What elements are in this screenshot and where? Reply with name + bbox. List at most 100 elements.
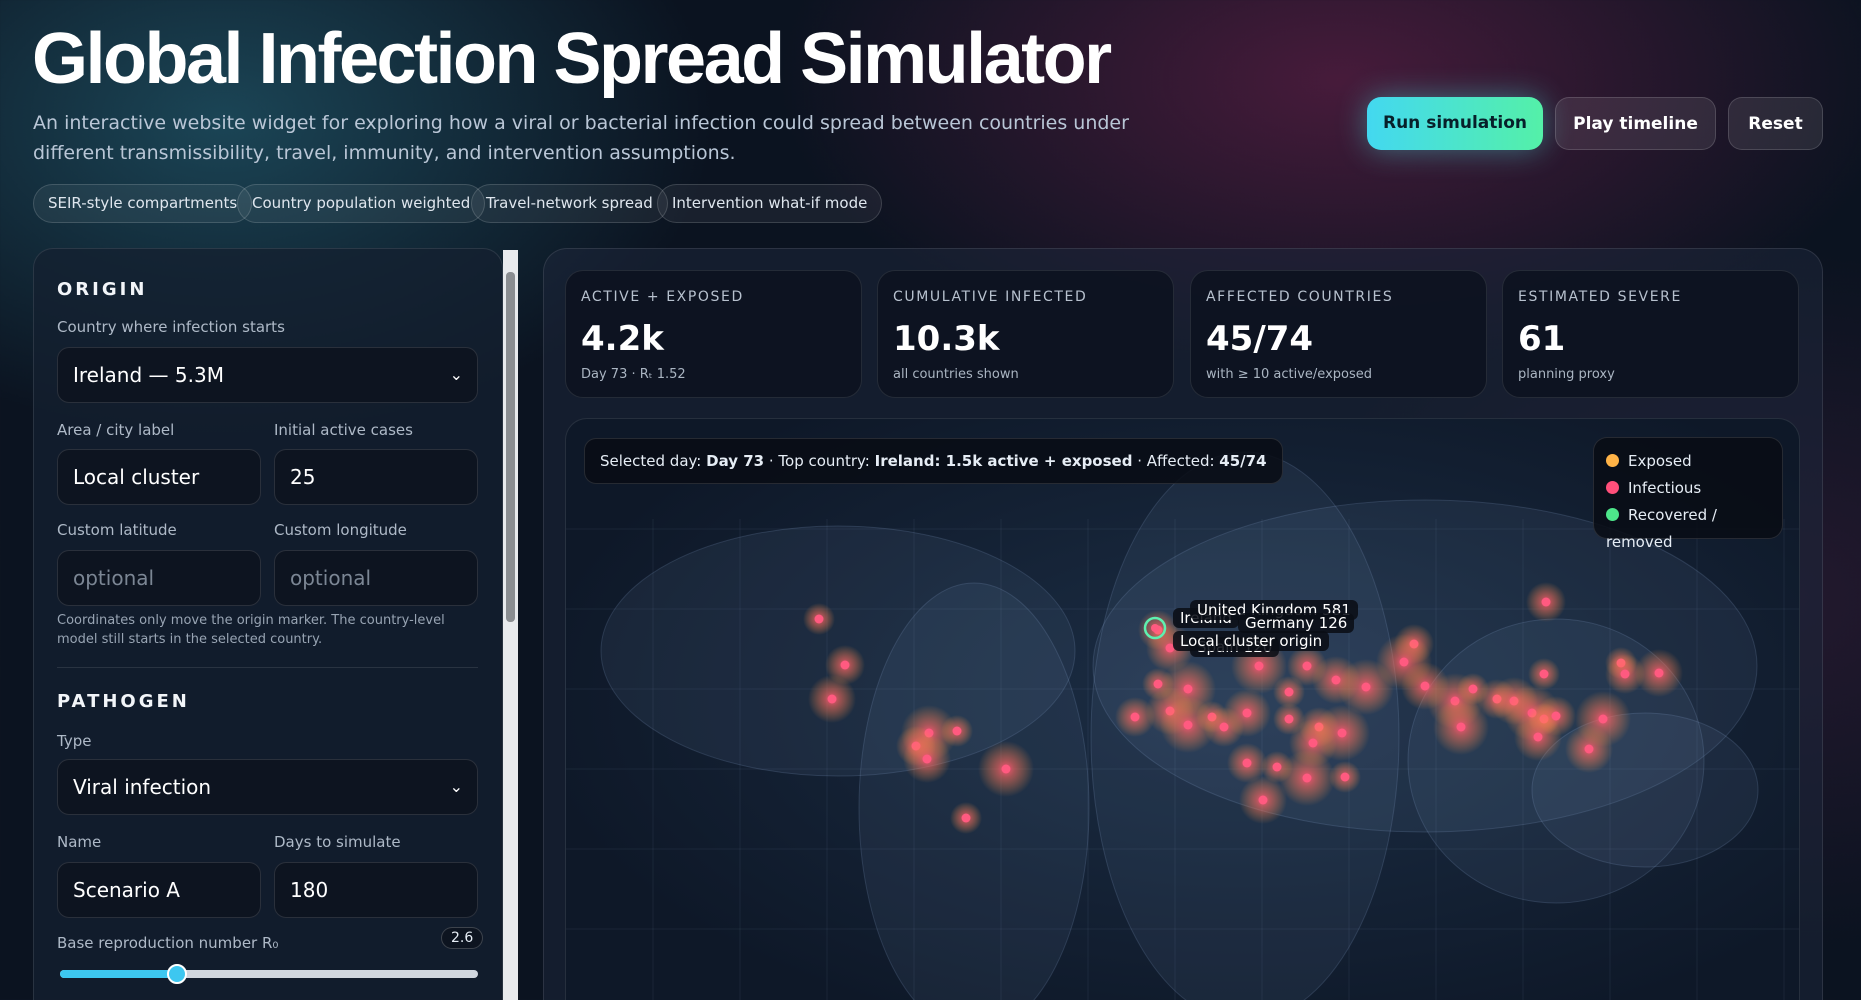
hint: Coordinates only move the origin marker.… <box>57 613 445 647</box>
slider-thumb[interactable] <box>167 964 187 984</box>
legend-label: Infectious <box>1628 479 1702 497</box>
hotspot <box>952 726 962 736</box>
stat-note: planning proxy <box>1518 367 1615 382</box>
slider-fill <box>60 970 178 978</box>
hotspot <box>961 813 971 823</box>
stat-note: with ≥ 10 active/exposed <box>1206 367 1372 382</box>
latitude-input[interactable]: optional <box>57 550 261 606</box>
hotspot <box>1272 762 1282 772</box>
status-affected: 45/74 <box>1219 452 1267 470</box>
reset-button[interactable]: Reset <box>1728 97 1823 150</box>
stat-label: ACTIVE + EXPOSED <box>581 289 744 305</box>
stat-value: 10.3k <box>893 319 1000 359</box>
hotspot <box>1541 597 1551 607</box>
legend: Exposed Infectious Recovered / removed <box>1593 437 1783 551</box>
subtitle: An interactive website widget for explor… <box>33 112 1129 164</box>
days-input[interactable]: 180 <box>274 862 478 918</box>
status-country: Ireland: 1.5k active + exposed <box>874 452 1133 470</box>
hotspot <box>1654 668 1664 678</box>
stat-value: 61 <box>1518 319 1566 359</box>
hotspot <box>1584 744 1594 754</box>
stat-card: CUMULATIVE INFECTED 10.3k all countries sh… <box>877 270 1174 398</box>
chevron: ⌄ <box>449 365 463 384</box>
page-title: Global Infection Spread Simulator <box>32 19 1112 99</box>
status-bar: Selected day: Day 73 · Top country: Irel… <box>584 438 1283 484</box>
stat-note: Day 73 · Rₜ 1.52 <box>581 367 686 382</box>
legend-swatch <box>1606 508 1619 521</box>
map-canvas <box>566 451 1799 1000</box>
field-label: Custom latitude <box>57 521 177 539</box>
legend-label: Exposed <box>1628 452 1692 470</box>
stat-card: ACTIVE + EXPOSED 4.2k Day 73 · Rₜ 1.52 <box>565 270 862 398</box>
hotspot <box>1254 661 1264 671</box>
stat-value: 4.2k <box>581 319 664 359</box>
field-label: Country where infection starts <box>57 318 285 336</box>
hotspot <box>1539 669 1549 679</box>
status-text: Selected day: <box>600 452 707 470</box>
field-label: Custom longitude <box>274 521 407 539</box>
origin-dot <box>1151 624 1159 632</box>
hotspot <box>1302 773 1312 783</box>
hotspot <box>1598 714 1608 724</box>
hotspot <box>1337 728 1347 738</box>
tag: Intervention what-if mode <box>657 184 883 223</box>
region <box>858 582 1090 1000</box>
hotspot <box>1258 795 1268 805</box>
hotspot <box>840 660 850 670</box>
stat-card: ESTIMATED SEVERE 61 planning proxy <box>1502 270 1799 398</box>
hotspot <box>1001 764 1011 774</box>
section-heading: ORIGIN <box>57 279 148 300</box>
region <box>1531 712 1759 868</box>
hotspot <box>1153 679 1163 689</box>
status-day: Day 73 <box>706 452 765 470</box>
section-heading: PATHOGEN <box>57 691 190 712</box>
slider-track[interactable] <box>60 970 478 978</box>
field-label: Base reproduction number R₀ <box>57 934 279 952</box>
map-label: Local cluster origin <box>1173 631 1330 651</box>
hotspot <box>1284 714 1294 724</box>
hotspot <box>922 754 932 764</box>
legend-swatch <box>1606 481 1619 494</box>
field-label: Area / city label <box>57 421 175 439</box>
hotspot <box>1361 682 1371 692</box>
longitude-input[interactable]: optional <box>274 550 478 606</box>
scroll-thumb[interactable] <box>506 272 515 622</box>
hotspot <box>1420 681 1430 691</box>
hotspot <box>1331 675 1341 685</box>
tag: Country population weighted <box>237 184 486 223</box>
legend-swatch <box>1606 454 1619 467</box>
hotspot <box>1284 687 1294 697</box>
hotspot <box>1533 732 1543 742</box>
map-label: Germany 126 <box>1238 613 1355 633</box>
hotspot <box>1242 708 1252 718</box>
legend-item: Exposed <box>1606 448 1770 475</box>
area-input[interactable]: Local cluster <box>57 449 261 505</box>
stat-card: AFFECTED COUNTRIES 45/74 with ≥ 10 active/… <box>1190 270 1487 398</box>
name-input[interactable]: Scenario A <box>57 862 261 918</box>
initial-input[interactable]: 25 <box>274 449 478 505</box>
hotspot <box>1183 720 1193 730</box>
hotspot <box>1165 643 1175 653</box>
country-select[interactable]: Ireland — 5.3M ⌄ <box>57 347 478 403</box>
hotspot <box>814 614 824 624</box>
hotspot <box>1468 684 1478 694</box>
run-button[interactable]: Run simulation <box>1367 97 1543 150</box>
chevron: ⌄ <box>449 777 463 796</box>
hotspot <box>1551 711 1561 721</box>
hotspot <box>1242 758 1252 768</box>
legend-label: Recovered / removed <box>1606 506 1717 551</box>
legend-item: Infectious <box>1606 475 1770 502</box>
type-select[interactable]: Viral infection ⌄ <box>57 759 478 815</box>
map[interactable]: Selected day: Day 73 · Top country: Irel… <box>565 418 1800 1000</box>
tag: SEIR-style compartments <box>33 184 253 223</box>
scrollbar[interactable] <box>503 250 518 1000</box>
field-label: Name <box>57 833 102 851</box>
hotspot <box>1620 669 1630 679</box>
hotspot <box>1340 772 1350 782</box>
hotspot <box>1399 657 1409 667</box>
divider <box>57 667 478 668</box>
status-text: · Top country: <box>764 452 875 470</box>
play-button[interactable]: Play timeline <box>1555 97 1716 150</box>
